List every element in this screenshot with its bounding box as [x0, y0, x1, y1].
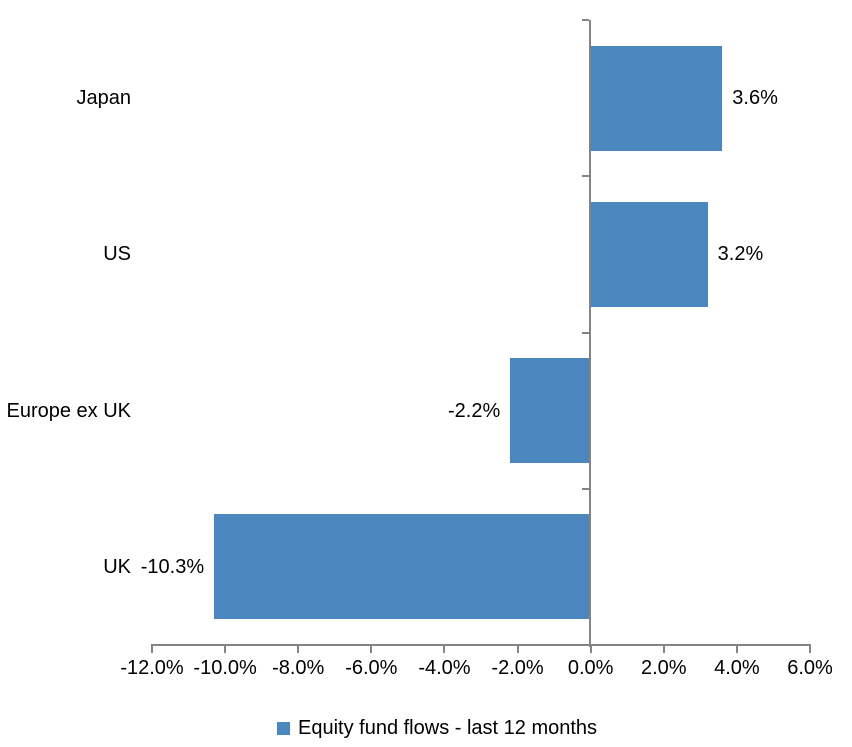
value-axis-tick	[443, 644, 446, 653]
bar-europe-ex-uk	[510, 358, 591, 464]
value-axis-tick-label: 2.0%	[640, 657, 687, 679]
value-axis-tick	[735, 644, 738, 653]
value-axis-tick-label: 4.0%	[714, 657, 760, 679]
value-axis-tick-label: -12.0%	[120, 657, 184, 679]
value-axis-tick-label: -8.0%	[272, 657, 325, 679]
value-axis-tick	[224, 644, 227, 653]
bar-us	[590, 201, 708, 307]
value-axis-tick-label: -6.0%	[345, 657, 398, 679]
category-label-europe-ex-uk: Europe ex UK	[6, 399, 131, 422]
value-axis-tick-label: -2.0%	[491, 657, 544, 679]
data-label-europe-ex-uk: -2.2%	[447, 399, 501, 422]
value-axis-tick	[151, 644, 153, 653]
category-axis-tick	[581, 175, 589, 178]
data-label-japan: 3.6%	[732, 87, 778, 110]
bar-uk	[214, 514, 591, 620]
category-label-us: US	[103, 243, 131, 266]
value-axis-tick	[297, 644, 300, 653]
category-label-uk: UK	[103, 555, 131, 578]
legend: Equity fund flows - last 12 months	[277, 718, 597, 738]
legend-swatch-icon	[277, 721, 290, 735]
category-axis-tick	[581, 19, 589, 21]
category-axis-line	[588, 20, 591, 647]
value-axis-tick-label: 0.0%	[567, 657, 614, 679]
data-label-us: 3.2%	[717, 243, 764, 266]
value-axis-tick	[809, 644, 811, 653]
bar-japan	[590, 45, 723, 151]
category-label-japan: Japan	[76, 87, 132, 110]
value-axis-tick	[370, 644, 373, 653]
value-axis-tick-label: -4.0%	[418, 657, 471, 679]
value-axis-tick	[589, 644, 592, 653]
category-axis-tick	[581, 487, 589, 490]
value-axis-tick-label: -10.0%	[193, 657, 257, 679]
value-axis-tick	[662, 644, 665, 653]
category-axis-tick	[581, 331, 589, 334]
legend-label: Equity fund flows - last 12 months	[298, 717, 598, 739]
value-axis-tick-label: 6.0%	[787, 657, 833, 679]
data-label-uk: -10.3%	[140, 555, 205, 578]
value-axis-tick	[516, 644, 519, 653]
value-axis-line	[151, 644, 811, 646]
